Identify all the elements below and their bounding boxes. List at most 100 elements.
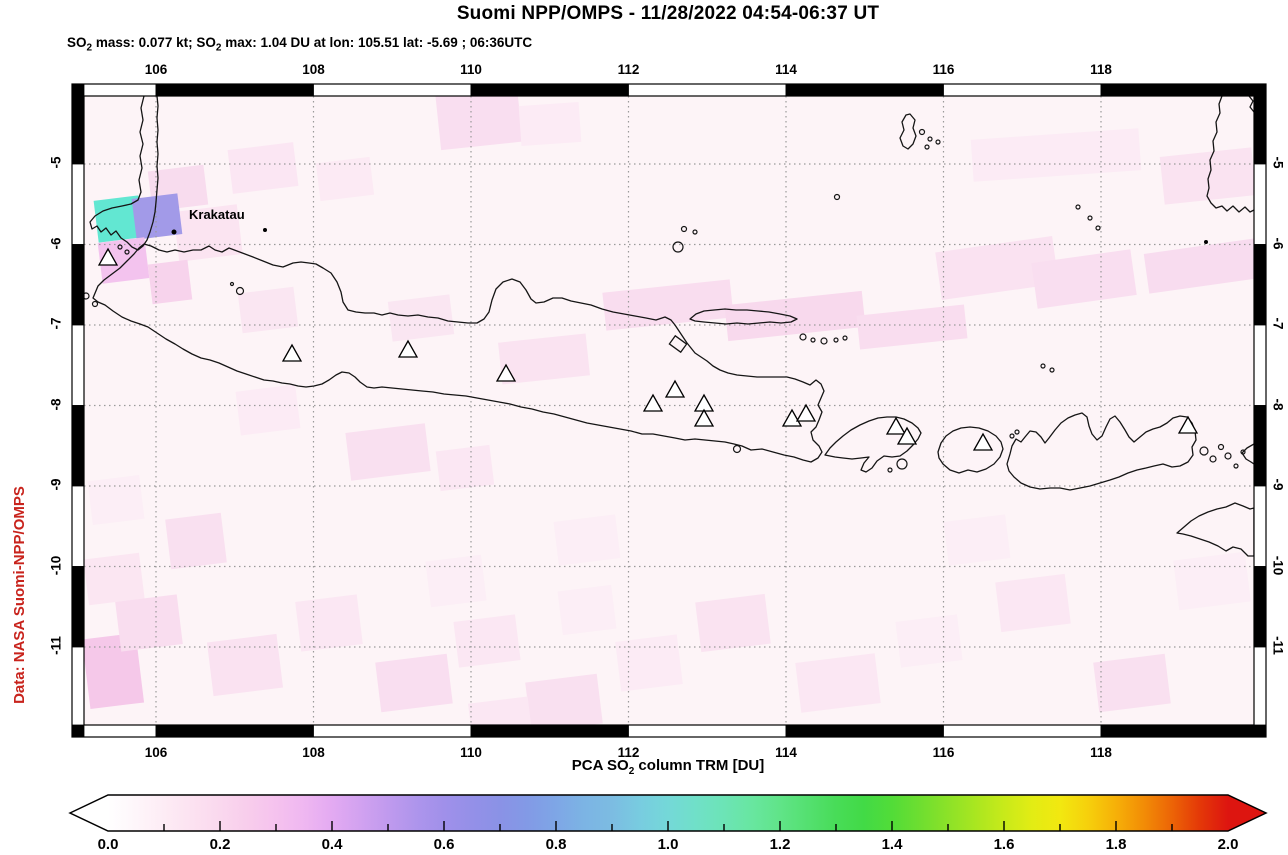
islet <box>842 335 848 341</box>
islet <box>799 333 807 341</box>
lat-tick-label-right: -5 <box>1270 156 1286 169</box>
lat-tick-label-right: -11 <box>1270 636 1286 655</box>
so2-pixel-patch <box>237 286 299 334</box>
colorbar-tick-label: 0.8 <box>545 836 567 853</box>
so2-pixel-patch <box>453 614 521 668</box>
so2-pixel-patch <box>724 290 866 342</box>
lat-tick-label-right: -8 <box>1270 397 1286 410</box>
so2-pixel-patch <box>695 593 771 653</box>
so2-pixel-patch <box>165 512 227 570</box>
lat-tick-label-left: -10 <box>48 555 64 575</box>
colorbar-title-subscript: 2 <box>628 766 635 777</box>
so2-pixel-patch <box>995 573 1071 633</box>
so2-pixel-patch <box>498 333 590 385</box>
lon-tick-label-top: 114 <box>775 62 797 77</box>
colorbar-tick-label: 0.0 <box>97 836 119 853</box>
volcano-triangle <box>281 343 303 362</box>
border-stripe <box>83 83 157 97</box>
border-stripe <box>628 724 787 738</box>
subtitle-subscript: 2 <box>215 42 222 54</box>
colorbar-tick-label: 1.4 <box>881 836 903 853</box>
colorbar-tick-label: 0.2 <box>209 836 231 853</box>
lon-tick-label-top: 108 <box>302 62 325 77</box>
volcano-triangle <box>1177 415 1199 434</box>
lon-tick-label-top: 116 <box>932 62 955 77</box>
lon-tick-label-top: 118 <box>1090 62 1112 77</box>
border-stripe <box>1253 95 1267 165</box>
volcano-triangle <box>495 363 517 382</box>
islet <box>1217 443 1225 451</box>
colorbar-tick-label: 1.8 <box>1105 836 1127 853</box>
border-corner <box>72 84 84 96</box>
islet <box>833 337 839 343</box>
coastline <box>1248 96 1254 113</box>
volcano-triangle <box>642 393 664 412</box>
border-stripe <box>628 83 787 97</box>
so2-pixel-patch <box>345 423 431 481</box>
colorbar-tick-label: 1.0 <box>657 836 679 853</box>
colorbar-tick-label: 1.6 <box>993 836 1015 853</box>
volcano-triangle <box>781 408 803 427</box>
so2-pixel-patch <box>235 384 301 436</box>
colorbar-tick-label: 0.4 <box>321 836 343 853</box>
volcano-label-krakatau: Krakatau <box>189 207 245 222</box>
coastline <box>1176 502 1254 557</box>
map-marker-dot <box>263 228 267 232</box>
border-stripe <box>1253 405 1267 487</box>
islet <box>1087 215 1093 221</box>
colorbar-tick-label: 2.0 <box>1217 836 1239 853</box>
coastline <box>937 426 1004 474</box>
islet <box>680 225 688 233</box>
plot-subtitle: SO2 mass: 0.077 kt; SO2 max: 1.04 DU at … <box>67 35 532 54</box>
lat-tick-label-left: -7 <box>48 317 64 330</box>
so2-pixel-patch <box>935 236 1059 300</box>
colorbar-title: PCA SO2 column TRM [DU] <box>70 757 1266 777</box>
border-stripe <box>83 724 157 738</box>
border-stripe <box>155 83 314 97</box>
border-stripe <box>155 724 314 738</box>
border-stripe <box>1253 485 1267 567</box>
lat-tick-label-left: -6 <box>48 237 64 250</box>
volcano-triangle <box>97 247 119 266</box>
so2-pixel-patch <box>115 594 183 652</box>
lat-tick-label-right: -6 <box>1270 236 1286 249</box>
volcano-triangle <box>664 379 686 398</box>
border-stripe <box>71 646 85 726</box>
so2-pixel-patch <box>387 294 455 342</box>
border-stripe <box>71 485 85 567</box>
islet <box>935 139 941 145</box>
border-stripe <box>1253 163 1267 245</box>
so2-pixel-patch <box>131 193 183 240</box>
lat-tick-label-left: -5 <box>48 156 64 169</box>
so2-pixel-patch <box>557 584 617 636</box>
islet <box>896 458 908 470</box>
lat-tick-label-right: -9 <box>1270 478 1286 491</box>
border-stripe <box>71 95 85 165</box>
colorbar-title-seg: PCA SO <box>571 757 629 774</box>
lon-tick-label-top: 110 <box>460 62 482 77</box>
islet <box>1075 204 1081 210</box>
so2-pixel-patch <box>943 514 1011 566</box>
so2-pixel-patch <box>375 653 453 713</box>
islet <box>927 136 933 142</box>
map-marker-dot <box>171 229 177 235</box>
so2-pixel-patch <box>227 142 299 194</box>
islet <box>924 144 930 150</box>
islet <box>918 128 926 136</box>
coastline <box>824 416 922 473</box>
so2-pixel-patch <box>553 514 621 566</box>
border-stripe <box>71 163 85 245</box>
subtitle-subscript: 2 <box>86 42 93 54</box>
volcano-triangle <box>795 403 817 422</box>
islet <box>887 467 893 473</box>
islet <box>1233 463 1239 469</box>
border-stripe <box>71 324 85 406</box>
subtitle-seg: mass: 0.077 kt; SO <box>92 35 216 50</box>
so2-pixel-patch <box>147 259 193 305</box>
border-stripe <box>470 83 629 97</box>
islet <box>820 337 828 345</box>
islet <box>1224 452 1232 460</box>
map-marker-dot <box>1204 240 1208 244</box>
lon-tick-label-bottom: 118 <box>1090 745 1112 760</box>
